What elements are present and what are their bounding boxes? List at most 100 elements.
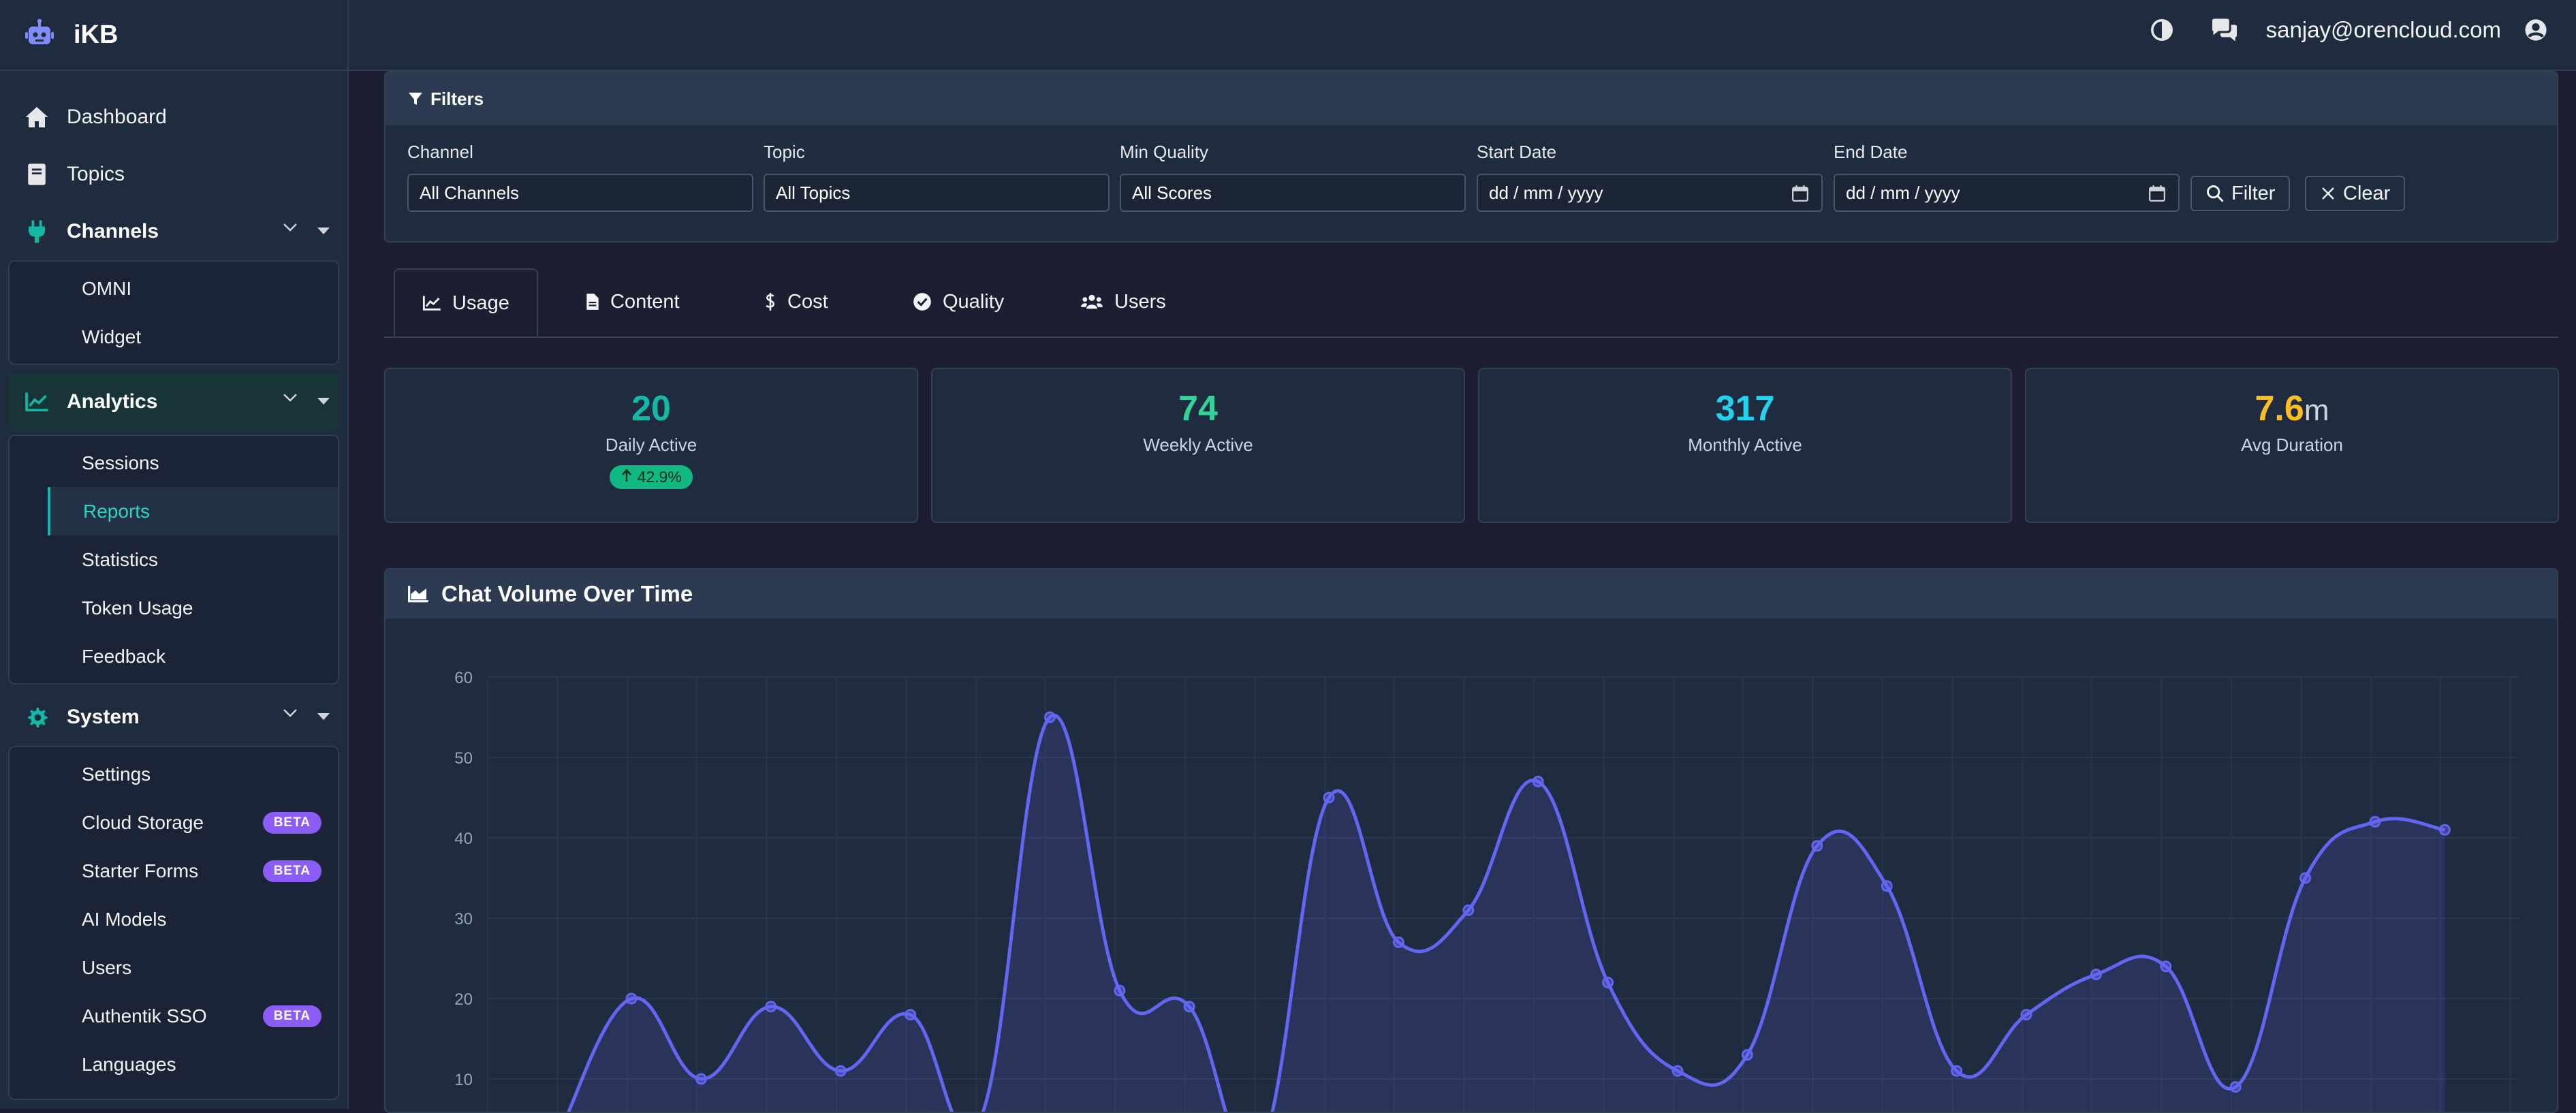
- sidebar: iKB Dashboard Topics Channels OMNI Widge…: [0, 0, 349, 1109]
- chart-line-icon: [23, 388, 50, 416]
- sidebar-item-token-usage[interactable]: Token Usage: [82, 597, 193, 618]
- data-point: [625, 992, 638, 1005]
- stat-label: Daily Active: [605, 435, 697, 455]
- chart-header: Chat Volume Over Time: [386, 569, 2557, 618]
- end-date-input[interactable]: dd / mm / yyyy: [1834, 174, 2180, 212]
- app-name: iKB: [74, 20, 119, 49]
- close-icon: [2322, 187, 2334, 200]
- chart-line-icon: [422, 296, 441, 311]
- start-date-input[interactable]: dd / mm / yyyy: [1477, 174, 1823, 212]
- sidebar-item-languages[interactable]: Languages: [10, 1040, 338, 1088]
- brand[interactable]: iKB: [0, 0, 347, 71]
- stat-label: Weekly Active: [1143, 435, 1253, 455]
- data-point: [2438, 824, 2451, 836]
- sidebar-item-widget[interactable]: Widget: [82, 326, 142, 347]
- data-point: [1462, 904, 1475, 916]
- stat-card-monthly-active: 317 Monthly Active: [1478, 368, 2012, 523]
- sidebar-item-topics[interactable]: Topics: [0, 146, 347, 203]
- tab-quality[interactable]: Quality: [913, 268, 1004, 335]
- beta-badge: BETA: [262, 860, 321, 882]
- channel-label: Channel: [407, 142, 473, 162]
- y-tick-label: 30: [454, 910, 473, 928]
- topic-select[interactable]: All Topics: [764, 174, 1110, 212]
- sidebar-group-analytics[interactable]: Analytics: [8, 373, 339, 430]
- channel-filter: Channel All Channels: [407, 142, 753, 212]
- quality-select[interactable]: All Scores: [1120, 174, 1466, 212]
- data-point: [2020, 1009, 2032, 1021]
- filter-button[interactable]: Filter: [2190, 176, 2291, 211]
- chevron-down-icon: [283, 223, 297, 232]
- topic-label: Topic: [764, 142, 805, 162]
- user-circle-icon[interactable]: [2522, 16, 2550, 44]
- sidebar-item-authentik-sso[interactable]: Authentik SSO BETA: [10, 992, 338, 1040]
- data-point: [695, 1073, 707, 1085]
- calendar-icon[interactable]: [2148, 185, 2166, 202]
- sidebar-item-label: Languages: [82, 1053, 176, 1075]
- report-tabs: Usage Content Cost Quality Users: [384, 268, 2558, 338]
- tab-usage[interactable]: Usage: [394, 268, 538, 336]
- chat-icon[interactable]: [2210, 16, 2239, 44]
- tab-cost[interactable]: Cost: [764, 268, 828, 335]
- sidebar-group-label: Analytics: [67, 390, 158, 413]
- data-point: [905, 1009, 917, 1021]
- data-point: [1183, 1001, 1195, 1013]
- channels-submenu: OMNI Widget: [8, 260, 339, 365]
- plug-icon: [23, 218, 50, 245]
- sidebar-item-omni[interactable]: OMNI: [82, 277, 132, 299]
- y-tick-label: 60: [454, 669, 473, 687]
- user-email[interactable]: sanjay@orencloud.com: [2265, 17, 2501, 42]
- sidebar-item-settings[interactable]: Settings: [10, 750, 338, 798]
- topic-filter: Topic All Topics: [764, 142, 1110, 212]
- robot-icon: [23, 17, 56, 53]
- data-point: [1671, 1065, 1684, 1077]
- sidebar-group-channels[interactable]: Channels: [0, 203, 347, 260]
- sidebar-item-reports[interactable]: Reports: [48, 487, 338, 535]
- chat-volume-chart: Chat Volume Over Time 10 20 30 40 50 60: [384, 568, 2558, 1113]
- gear-icon: [23, 704, 50, 731]
- tab-label: Content: [610, 290, 680, 313]
- tab-label: Quality: [943, 290, 1005, 313]
- data-point: [2090, 969, 2102, 981]
- filters-title: Filters: [430, 88, 484, 109]
- data-point: [1392, 936, 1404, 948]
- quality-label: Min Quality: [1120, 142, 1209, 162]
- sidebar-item-starter-forms[interactable]: Starter Forms BETA: [10, 847, 338, 895]
- sidebar-item-cloud-storage[interactable]: Cloud Storage BETA: [10, 798, 338, 847]
- calendar-icon[interactable]: [1791, 185, 1809, 202]
- file-icon: [586, 294, 599, 310]
- beta-badge: BETA: [262, 1005, 321, 1027]
- start-date-value: dd / mm / yyyy: [1489, 182, 1603, 203]
- tab-content[interactable]: Content: [586, 268, 680, 335]
- system-submenu: Settings Cloud Storage BETA Starter Forms…: [8, 746, 339, 1100]
- stat-value: 74: [932, 388, 1464, 429]
- sidebar-group-label: Channels: [67, 220, 159, 242]
- chart-area-icon: [408, 586, 428, 603]
- quality-filter: Min Quality All Scores: [1120, 142, 1466, 212]
- end-date-label: End Date: [1834, 142, 1908, 162]
- sidebar-item-dashboard[interactable]: Dashboard: [0, 89, 347, 146]
- end-date-filter: End Date dd / mm / yyyy: [1834, 142, 2180, 212]
- chart-title: Chat Volume Over Time: [441, 581, 693, 606]
- sidebar-item-feedback[interactable]: Feedback: [82, 645, 166, 667]
- data-point: [2160, 960, 2172, 973]
- data-point: [1881, 880, 1893, 892]
- sidebar-group-system[interactable]: System: [0, 689, 347, 746]
- data-point: [1043, 711, 1056, 723]
- sidebar-item-ai-models[interactable]: AI Models: [10, 895, 338, 943]
- sidebar-item-label: Topics: [67, 163, 125, 185]
- sidebar-item-sessions[interactable]: Sessions: [82, 452, 159, 473]
- area-fill: [569, 715, 2445, 1112]
- channel-select[interactable]: All Channels: [407, 174, 753, 212]
- sidebar-item-statistics[interactable]: Statistics: [82, 548, 159, 570]
- contrast-icon[interactable]: [2148, 16, 2176, 44]
- stat-card-avg-duration: 7.6m Avg Duration: [2025, 368, 2559, 523]
- dollar-icon: [766, 293, 774, 311]
- chevron-down-icon: [283, 709, 297, 717]
- sidebar-item-label: Authentik SSO: [82, 1005, 207, 1026]
- clear-button[interactable]: Clear: [2305, 176, 2406, 211]
- sidebar-item-label: Users: [82, 956, 132, 978]
- tab-label: Usage: [452, 292, 509, 314]
- stat-number: 74: [1178, 389, 1218, 428]
- tab-users[interactable]: Users: [1080, 268, 1166, 335]
- sidebar-item-users[interactable]: Users: [10, 943, 338, 992]
